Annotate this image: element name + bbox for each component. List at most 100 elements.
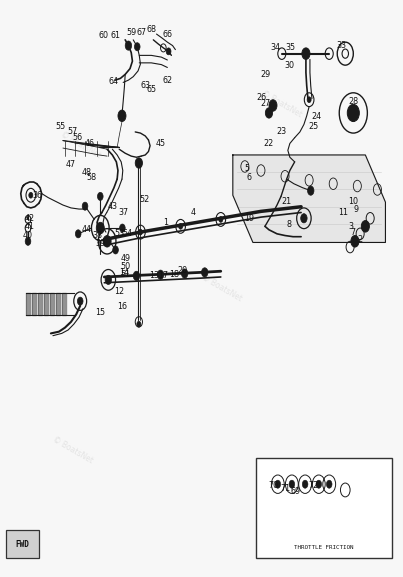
Text: 63: 63: [140, 81, 150, 91]
Circle shape: [157, 270, 164, 279]
Text: 49: 49: [120, 254, 130, 263]
Circle shape: [307, 97, 311, 103]
Text: 72: 72: [309, 481, 319, 490]
Text: 34: 34: [271, 43, 281, 53]
Text: 67: 67: [136, 28, 146, 37]
Text: 59: 59: [126, 28, 136, 37]
Text: 13: 13: [149, 271, 159, 280]
Text: 33: 33: [336, 41, 346, 50]
Text: 7: 7: [351, 227, 356, 237]
Text: 16: 16: [117, 302, 127, 312]
Text: 14: 14: [119, 268, 129, 277]
Text: 25: 25: [308, 122, 318, 130]
Text: 12: 12: [114, 287, 124, 296]
Text: 22: 22: [264, 139, 274, 148]
Circle shape: [139, 229, 143, 235]
Circle shape: [29, 192, 33, 198]
Text: 28: 28: [348, 97, 358, 106]
Text: 70: 70: [269, 481, 279, 490]
Circle shape: [98, 192, 103, 200]
Circle shape: [75, 230, 81, 238]
Text: 46: 46: [85, 139, 95, 148]
Circle shape: [113, 246, 118, 254]
Text: 27: 27: [261, 99, 271, 108]
Circle shape: [118, 110, 126, 122]
Polygon shape: [37, 293, 42, 315]
Text: 55: 55: [55, 122, 65, 130]
Circle shape: [96, 222, 104, 234]
Text: 71: 71: [280, 484, 290, 493]
Text: 9: 9: [353, 205, 359, 213]
Text: 3: 3: [349, 222, 353, 231]
Text: 58: 58: [86, 174, 96, 182]
Circle shape: [120, 224, 125, 232]
Text: 45: 45: [156, 139, 166, 148]
Circle shape: [77, 297, 83, 305]
Circle shape: [137, 321, 141, 327]
Text: 19: 19: [244, 213, 254, 223]
Circle shape: [307, 186, 314, 195]
Text: 66: 66: [162, 29, 172, 39]
Text: 30: 30: [284, 61, 294, 70]
Text: 52: 52: [139, 195, 150, 204]
Text: 4: 4: [190, 208, 195, 217]
Circle shape: [302, 48, 310, 59]
Text: 68: 68: [146, 25, 156, 34]
Text: 69: 69: [291, 486, 301, 496]
Circle shape: [347, 104, 359, 122]
Circle shape: [219, 216, 223, 222]
Text: 5: 5: [244, 164, 249, 173]
Text: 54: 54: [122, 229, 132, 238]
Circle shape: [302, 480, 308, 488]
Polygon shape: [50, 293, 54, 315]
Text: © BoatsNet: © BoatsNet: [200, 273, 243, 304]
Text: 15: 15: [95, 308, 105, 317]
Text: © BoatsNet: © BoatsNet: [59, 129, 103, 160]
Bar: [6, 530, 39, 558]
Text: 8: 8: [287, 219, 291, 228]
Text: 26: 26: [256, 93, 266, 102]
Circle shape: [135, 158, 143, 168]
Circle shape: [82, 202, 88, 210]
Circle shape: [202, 268, 208, 277]
Circle shape: [133, 271, 140, 280]
Text: 23: 23: [276, 128, 286, 136]
Text: 44: 44: [82, 225, 92, 234]
Circle shape: [301, 213, 307, 223]
Circle shape: [269, 100, 277, 111]
Text: 18: 18: [169, 269, 179, 279]
Circle shape: [275, 480, 280, 488]
Text: 24: 24: [311, 113, 321, 122]
Text: 41: 41: [25, 222, 35, 231]
Circle shape: [289, 480, 295, 488]
Text: © BoatsNet: © BoatsNet: [260, 89, 303, 119]
Circle shape: [105, 275, 112, 284]
Text: 47: 47: [66, 160, 76, 169]
Bar: [256, 458, 392, 558]
Circle shape: [265, 108, 272, 118]
Text: 65: 65: [146, 85, 156, 95]
Text: 61: 61: [110, 31, 120, 40]
Text: FWD: FWD: [15, 539, 29, 549]
Text: 51: 51: [120, 270, 130, 279]
Text: 29: 29: [261, 70, 271, 79]
Circle shape: [25, 237, 31, 245]
Polygon shape: [62, 293, 66, 315]
Polygon shape: [233, 155, 385, 242]
Text: 57: 57: [68, 128, 78, 136]
Text: 39: 39: [95, 239, 105, 248]
Text: 17: 17: [158, 271, 168, 280]
Polygon shape: [44, 293, 48, 315]
Text: 53: 53: [114, 229, 124, 238]
Text: 43: 43: [107, 203, 117, 211]
Circle shape: [135, 43, 140, 51]
Circle shape: [166, 48, 171, 55]
Polygon shape: [31, 293, 36, 315]
Text: 37: 37: [118, 208, 128, 217]
Text: 48: 48: [82, 168, 92, 177]
Text: 64: 64: [108, 77, 118, 86]
Text: 6: 6: [246, 174, 251, 182]
Circle shape: [326, 480, 332, 488]
Circle shape: [103, 235, 111, 247]
Text: 62: 62: [162, 76, 172, 85]
